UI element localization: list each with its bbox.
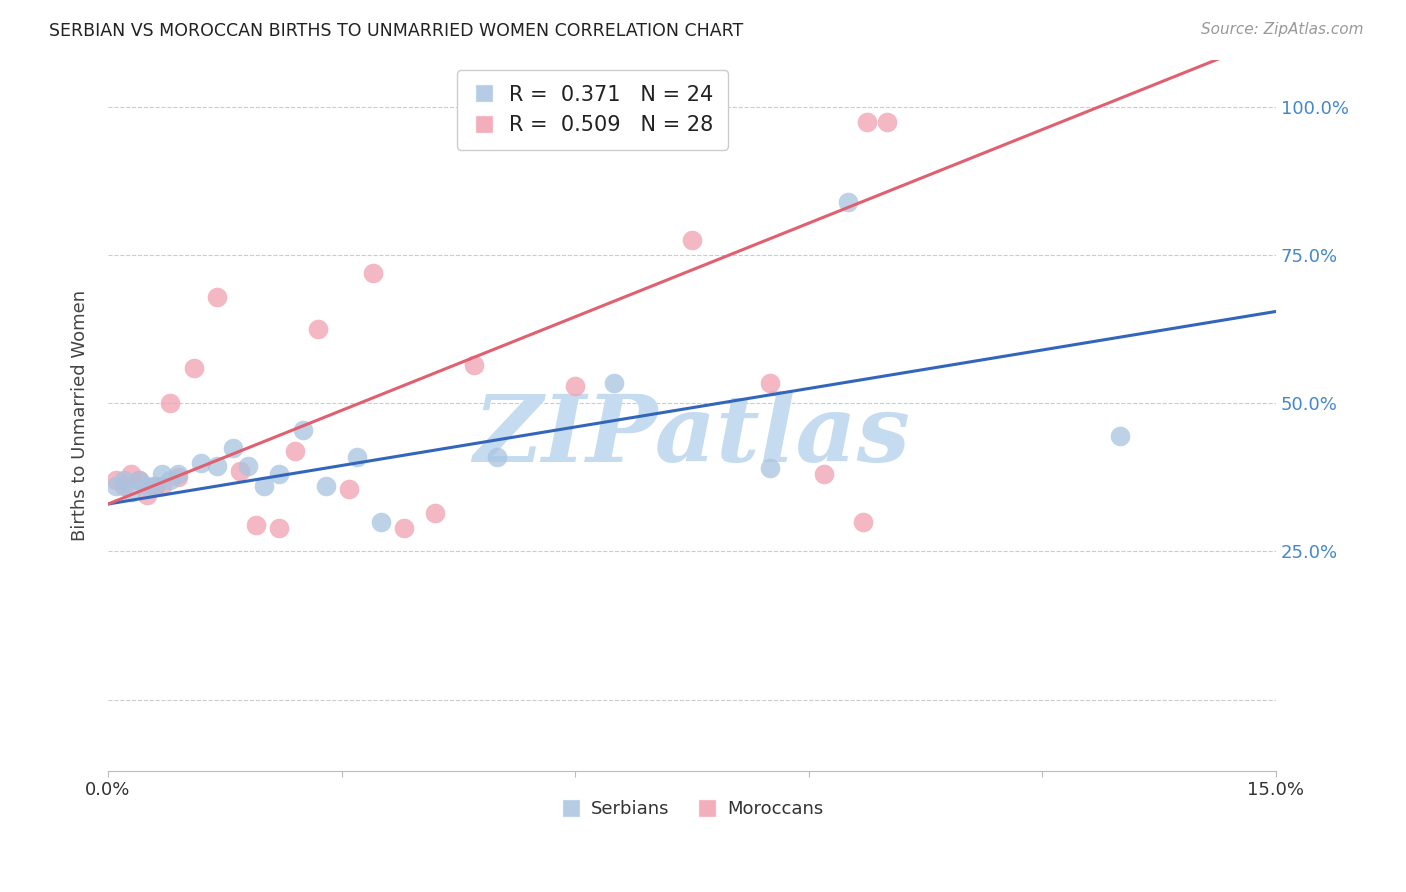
Point [190,456,212,470]
Point [486,450,509,464]
Point [423,506,446,520]
Point [269,521,291,535]
Point [143,479,166,493]
Point [813,467,835,482]
Point [159,396,181,410]
Point [392,521,415,535]
Point [245,517,267,532]
Point [236,458,259,473]
Point [852,515,875,529]
Point [135,488,157,502]
Point [837,194,859,209]
Point [681,233,703,247]
Point [135,479,157,493]
Point [370,515,392,529]
Point [759,461,782,475]
Point [143,479,166,493]
Point [346,450,368,464]
Point [205,458,228,473]
Point [152,479,174,493]
Point [104,473,127,487]
Point [315,479,337,493]
Point [759,376,782,390]
Point [1109,429,1132,443]
Point [221,441,243,455]
Point [463,358,485,372]
Point [128,473,150,487]
Legend: Serbians, Moroccans: Serbians, Moroccans [553,793,831,826]
Text: SERBIAN VS MOROCCAN BIRTHS TO UNMARRIED WOMEN CORRELATION CHART: SERBIAN VS MOROCCAN BIRTHS TO UNMARRIED … [49,22,744,40]
Point [876,115,898,129]
Y-axis label: Births to Unmarried Women: Births to Unmarried Women [72,290,89,541]
Point [104,479,127,493]
Text: Source: ZipAtlas.com: Source: ZipAtlas.com [1201,22,1364,37]
Point [159,473,181,487]
Point [307,322,329,336]
Point [183,360,205,375]
Point [120,467,142,482]
Point [291,423,314,437]
Point [253,479,276,493]
Point [337,482,360,496]
Point [120,485,142,500]
Point [167,467,190,482]
Point [269,467,291,482]
Point [112,479,135,493]
Text: ZIPatlas: ZIPatlas [474,392,911,482]
Point [603,376,626,390]
Point [167,470,190,484]
Point [152,467,174,482]
Point [564,378,586,392]
Point [284,443,307,458]
Point [205,290,228,304]
Point [128,473,150,487]
Point [229,465,252,479]
Point [112,473,135,487]
Point [361,266,384,280]
Point [856,115,879,129]
